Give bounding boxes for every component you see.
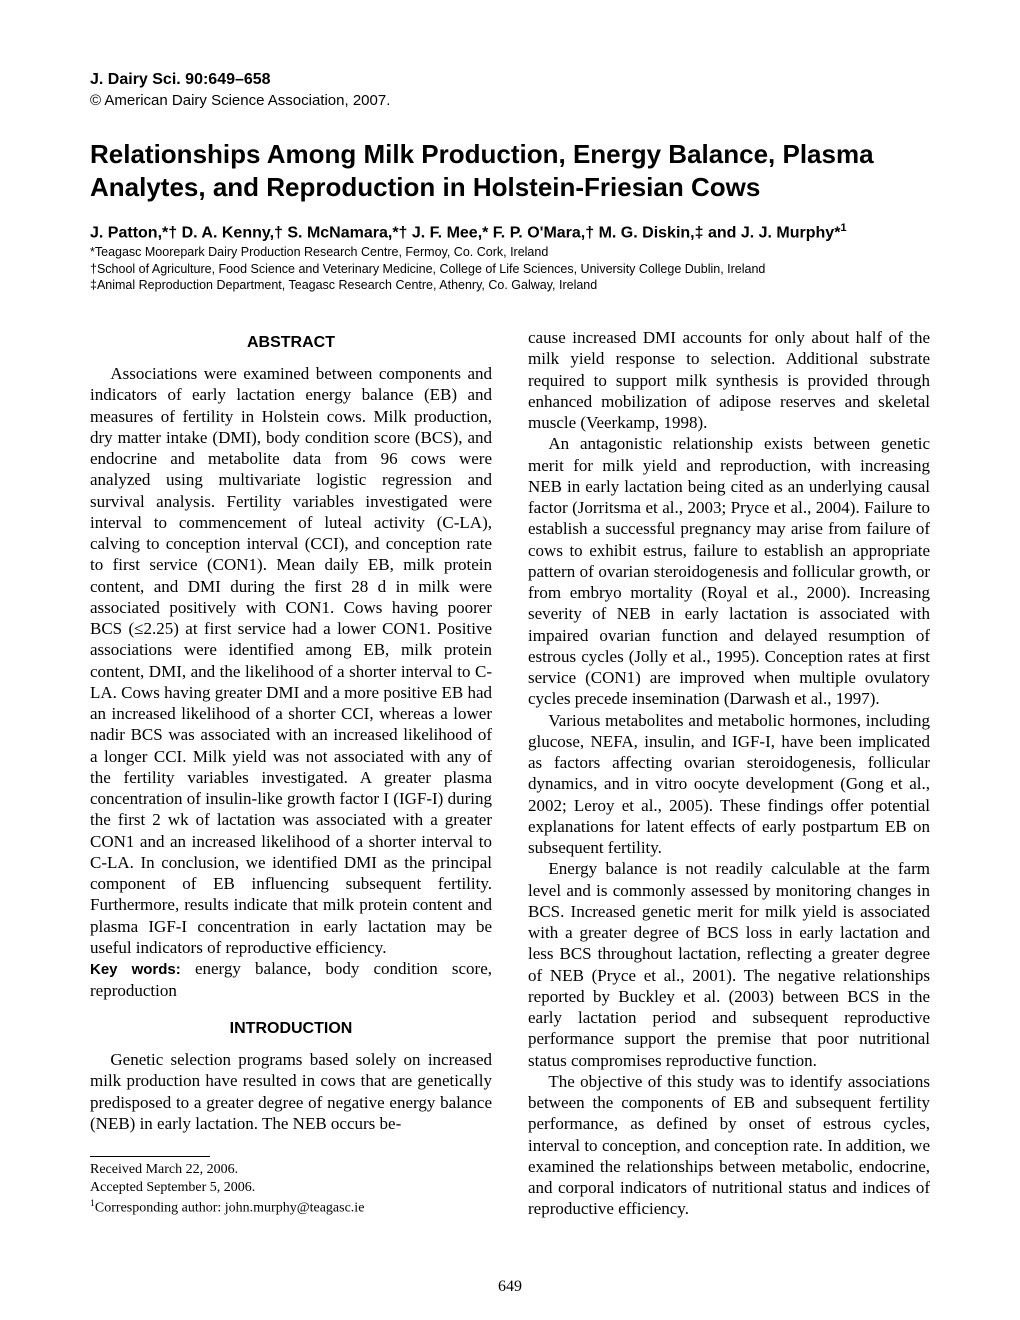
footnote-rule xyxy=(90,1156,210,1157)
col2-p2: An antagonistic relationship exists betw… xyxy=(528,433,930,709)
copyright-line: © American Dairy Science Association, 20… xyxy=(90,91,930,111)
affiliation-3: ‡Animal Reproduction Department, Teagasc… xyxy=(90,277,930,293)
footnote-corresponding: 1Corresponding author: john.murphy@teaga… xyxy=(90,1198,492,1218)
keywords-label: Key words: xyxy=(90,961,181,978)
two-column-body: ABSTRACT Associations were examined betw… xyxy=(90,327,930,1220)
intro-p1: Genetic selection programs based solely … xyxy=(90,1049,492,1134)
abstract-text: Associations were examined between compo… xyxy=(90,363,492,958)
author-list: J. Patton,*† D. A. Kenny,† S. McNamara,*… xyxy=(90,221,930,244)
col2-p3: Various metabolites and metabolic hormon… xyxy=(528,710,930,859)
col2-p4: Energy balance is not readily calculable… xyxy=(528,858,930,1071)
journal-ref: J. Dairy Sci. 90:649–658 xyxy=(90,70,930,91)
col2-p1: cause increased DMI accounts for only ab… xyxy=(528,327,930,433)
col2-p5: The objective of this study was to ident… xyxy=(528,1071,930,1220)
footnote-received: Received March 22, 2006. xyxy=(90,1161,492,1179)
abstract-heading: ABSTRACT xyxy=(90,333,492,353)
column-right: cause increased DMI accounts for only ab… xyxy=(528,327,930,1220)
page-number: 649 xyxy=(0,1278,1020,1296)
article-title: Relationships Among Milk Production, Ene… xyxy=(90,138,930,203)
footnotes: Received March 22, 2006. Accepted Septem… xyxy=(90,1161,492,1217)
affiliation-2: †School of Agriculture, Food Science and… xyxy=(90,261,930,277)
affiliation-1: *Teagasc Moorepark Dairy Production Rese… xyxy=(90,244,930,260)
column-left: ABSTRACT Associations were examined betw… xyxy=(90,327,492,1220)
introduction-heading: INTRODUCTION xyxy=(90,1019,492,1039)
page: J. Dairy Sci. 90:649–658 © American Dair… xyxy=(0,0,1020,1320)
footnote-accepted: Accepted September 5, 2006. xyxy=(90,1179,492,1197)
keywords-line: Key words: energy balance, body conditio… xyxy=(90,958,492,1001)
